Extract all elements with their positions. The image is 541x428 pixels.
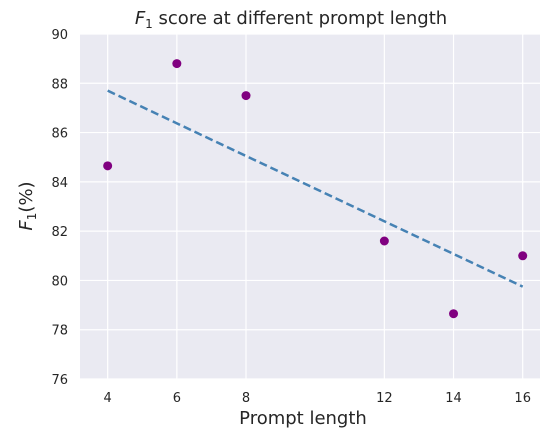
x-tick-label: 14 — [445, 391, 462, 406]
y-tick-label: 88 — [51, 77, 68, 92]
data-point — [379, 236, 389, 246]
x-axis-label: Prompt length — [239, 408, 367, 428]
y-tick-label: 90 — [51, 28, 68, 43]
y-tick-label: 76 — [51, 373, 68, 388]
y-tick-label: 84 — [51, 176, 68, 191]
data-point — [449, 309, 459, 319]
trend-line — [107, 89, 524, 288]
chart-title: F1 score at different prompt length — [135, 8, 447, 31]
x-tick-label: 16 — [514, 391, 531, 406]
plot-background — [80, 34, 540, 379]
x-tick-label: 8 — [242, 391, 250, 406]
data-points — [103, 59, 528, 319]
data-point — [103, 161, 113, 171]
y-axis-label: F1(%) — [16, 181, 39, 230]
data-point — [518, 251, 528, 261]
tick-labels: 76 78 80 82 84 86 88 90 4 6 8 12 14 16 — [51, 28, 531, 406]
y-tick-label: 86 — [51, 127, 68, 142]
data-point — [172, 59, 182, 69]
y-tick-label: 80 — [51, 274, 68, 289]
y-tick-label: 82 — [51, 225, 68, 240]
x-tick-label: 6 — [173, 391, 181, 406]
y-tick-label: 78 — [51, 324, 68, 339]
x-tick-label: 12 — [376, 391, 393, 406]
data-point — [241, 91, 251, 101]
x-tick-label: 4 — [104, 391, 112, 406]
